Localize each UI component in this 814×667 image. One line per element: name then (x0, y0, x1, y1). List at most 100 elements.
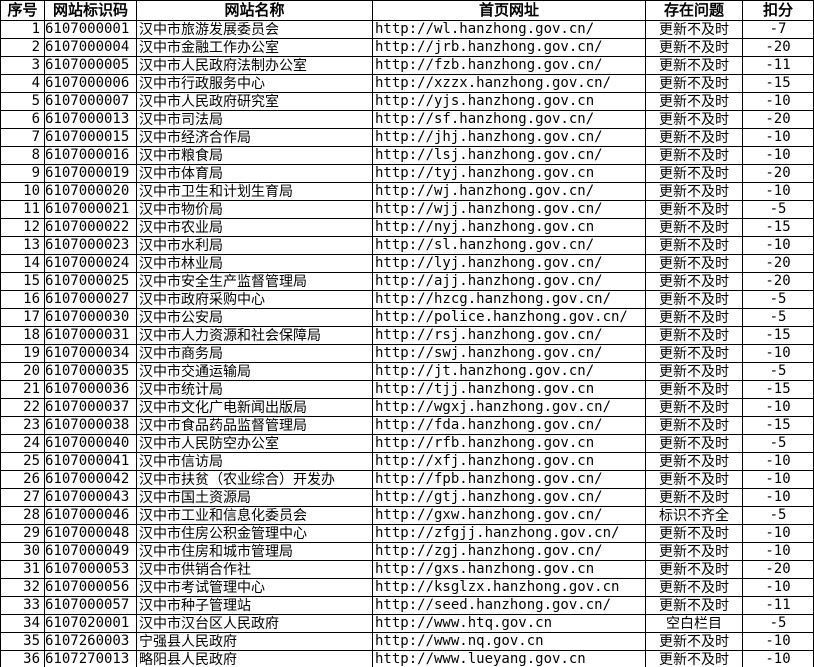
problem-cell: 更新不及时 (645, 20, 743, 39)
site-code-cell: 6107000027 (44, 290, 137, 309)
table-row: 9 6107000019 汉中市体育局 http://tyj.hanzhong.… (0, 164, 814, 183)
serial-cell: 36 (0, 650, 45, 667)
score-cell: -11 (742, 596, 814, 615)
score-cell: -10 (742, 398, 814, 417)
table-row: 36 6107270013 略阳县人民政府 http://www.lueyang… (0, 650, 814, 667)
problem-cell: 更新不及时 (645, 488, 743, 507)
serial-cell: 8 (0, 146, 45, 165)
table-row: 5 6107000007 汉中市人民政府研究室 http://yjs.hanzh… (0, 92, 814, 111)
problem-cell: 更新不及时 (645, 434, 743, 453)
problem-cell: 更新不及时 (645, 128, 743, 147)
header-site-name: 网站名称 (136, 0, 373, 21)
site-name-cell: 略阳县人民政府 (136, 650, 373, 667)
url-cell: http://sf.hanzhong.gov.cn/ (372, 110, 646, 129)
score-cell: -11 (742, 56, 814, 75)
site-name-cell: 汉中市考试管理中心 (136, 578, 373, 597)
problem-cell: 更新不及时 (645, 326, 743, 345)
site-code-cell: 6107000046 (44, 506, 137, 525)
header-row: 序号 网站标识码 网站名称 首页网址 存在问题 扣分 (0, 0, 814, 21)
score-cell: -15 (742, 326, 814, 345)
url-cell: http://ajj.hanzhong.gov.cn/ (372, 272, 646, 291)
serial-cell: 6 (0, 110, 45, 129)
problem-cell: 更新不及时 (645, 578, 743, 597)
score-cell: -10 (742, 632, 814, 651)
site-name-cell: 汉中市农业局 (136, 218, 373, 237)
site-name-cell: 汉中市人民政府法制办公室 (136, 56, 373, 75)
table-body: 1 6107000001 汉中市旅游发展委员会 http://wl.hanzho… (0, 20, 814, 667)
table-row: 15 6107000025 汉中市安全生产监督管理局 http://ajj.ha… (0, 272, 814, 291)
score-cell: -10 (742, 128, 814, 147)
score-cell: -10 (742, 236, 814, 255)
header-problem: 存在问题 (645, 0, 743, 21)
serial-cell: 27 (0, 488, 45, 507)
site-name-cell: 汉中市工业和信息化委员会 (136, 506, 373, 525)
serial-cell: 17 (0, 308, 45, 327)
table-row: 25 6107000041 汉中市信访局 http://xfj.hanzhong… (0, 452, 814, 471)
score-cell: -15 (742, 74, 814, 93)
problem-cell: 更新不及时 (645, 362, 743, 381)
site-name-cell: 汉中市国土资源局 (136, 488, 373, 507)
score-cell: -5 (742, 614, 814, 633)
site-code-cell: 6107000004 (44, 38, 137, 57)
serial-cell: 34 (0, 614, 45, 633)
score-cell: -10 (742, 524, 814, 543)
url-cell: http://xfj.hanzhong.gov.cn (372, 452, 646, 471)
url-cell: http://fda.hanzhong.gov.cn/ (372, 416, 646, 435)
serial-cell: 29 (0, 524, 45, 543)
serial-cell: 28 (0, 506, 45, 525)
site-name-cell: 汉中市交通运输局 (136, 362, 373, 381)
site-name-cell: 汉中市人民防空办公室 (136, 434, 373, 453)
table-row: 27 6107000043 汉中市国土资源局 http://gtj.hanzho… (0, 488, 814, 507)
table-row: 31 6107000053 汉中市供销合作社 http://gxs.hanzho… (0, 560, 814, 579)
serial-cell: 7 (0, 128, 45, 147)
site-code-cell: 6107000043 (44, 488, 137, 507)
problem-cell: 更新不及时 (645, 218, 743, 237)
problem-cell: 更新不及时 (645, 164, 743, 183)
problem-cell: 更新不及时 (645, 92, 743, 111)
score-cell: -10 (742, 344, 814, 363)
url-cell: http://www.htq.gov.cn (372, 614, 646, 633)
serial-cell: 5 (0, 92, 45, 111)
site-code-cell: 6107000034 (44, 344, 137, 363)
site-code-cell: 6107000006 (44, 74, 137, 93)
url-cell: http://jrb.hanzhong.gov.cn/ (372, 38, 646, 57)
score-cell: -10 (742, 578, 814, 597)
problem-cell: 更新不及时 (645, 398, 743, 417)
url-cell: http://hzcg.hanzhong.gov.cn/ (372, 290, 646, 309)
problem-cell: 更新不及时 (645, 380, 743, 399)
url-cell: http://rfb.hanzhong.gov.cn (372, 434, 646, 453)
site-code-cell: 6107270013 (44, 650, 137, 667)
serial-cell: 24 (0, 434, 45, 453)
site-code-cell: 6107000038 (44, 416, 137, 435)
header-site-code: 网站标识码 (44, 0, 137, 21)
problem-cell: 更新不及时 (645, 560, 743, 579)
table-row: 22 6107000037 汉中市文化广电新闻出版局 http://wgxj.h… (0, 398, 814, 417)
site-name-cell: 汉中市住房公积金管理中心 (136, 524, 373, 543)
url-cell: http://gxw.hanzhong.gov.cn/ (372, 506, 646, 525)
table-row: 26 6107000042 汉中市扶贫（农业综合）开发办 http://fpb.… (0, 470, 814, 489)
serial-cell: 2 (0, 38, 45, 57)
site-name-cell: 汉中市统计局 (136, 380, 373, 399)
table-row: 12 6107000022 汉中市农业局 http://nyj.hanzhong… (0, 218, 814, 237)
site-code-cell: 6107000041 (44, 452, 137, 471)
site-name-cell: 汉中市粮食局 (136, 146, 373, 165)
site-name-cell: 汉中市卫生和计划生育局 (136, 182, 373, 201)
score-cell: -20 (742, 164, 814, 183)
table-row: 30 6107000049 汉中市住房和城市管理局 http://zgj.han… (0, 542, 814, 561)
site-code-cell: 6107000042 (44, 470, 137, 489)
table-row: 20 6107000035 汉中市交通运输局 http://jt.hanzhon… (0, 362, 814, 381)
score-cell: -10 (742, 92, 814, 111)
serial-cell: 15 (0, 272, 45, 291)
url-cell: http://lyj.hanzhong.gov.cn/ (372, 254, 646, 273)
problem-cell: 更新不及时 (645, 272, 743, 291)
url-cell: http://jhj.hanzhong.gov.cn/ (372, 128, 646, 147)
serial-cell: 12 (0, 218, 45, 237)
site-code-cell: 6107000037 (44, 398, 137, 417)
site-code-cell: 6107000030 (44, 308, 137, 327)
serial-cell: 33 (0, 596, 45, 615)
site-code-cell: 6107000057 (44, 596, 137, 615)
problem-cell: 更新不及时 (645, 146, 743, 165)
problem-cell: 更新不及时 (645, 200, 743, 219)
serial-cell: 3 (0, 56, 45, 75)
serial-cell: 18 (0, 326, 45, 345)
